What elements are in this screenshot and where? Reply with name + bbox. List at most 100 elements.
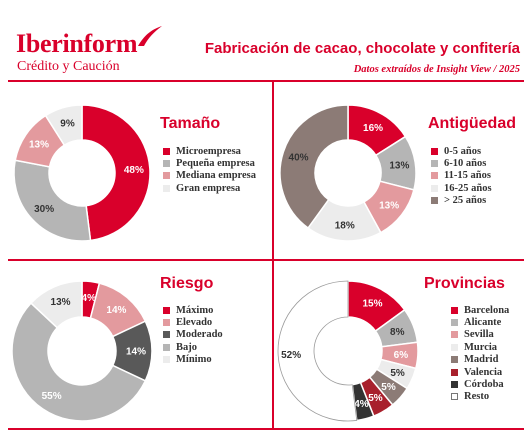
legend-label: Mínimo xyxy=(176,354,212,366)
legend-label: Córdoba xyxy=(464,379,504,391)
legend-item-provincias-resto: Resto xyxy=(451,391,509,403)
slice-label-provincias-madrid: 5% xyxy=(381,382,396,393)
slice-antiguedad-25-anos xyxy=(279,104,349,230)
legend-label: Valencia xyxy=(464,366,503,378)
legend-item-tamano-pequena-empresa: Pequeña empresa xyxy=(163,157,256,169)
slice-label-provincias-cordoba: 4% xyxy=(354,399,369,410)
legend-swatch xyxy=(163,343,170,351)
chart-riesgo: 4% 14% 14% 55% 13% xyxy=(11,280,153,422)
brand-subtitle: Crédito y Caución xyxy=(17,59,120,74)
legend-swatch xyxy=(451,393,458,401)
slice-label-provincias-valencia: 5% xyxy=(368,393,383,404)
legend-swatch xyxy=(163,319,170,327)
header: Iberinform Crédito y Caución Fabricación… xyxy=(0,0,532,84)
slice-provincias-resto xyxy=(277,280,358,422)
legend-item-antiguedad-0-5-anos: 0-5 años xyxy=(431,145,492,157)
divider-top xyxy=(8,80,524,82)
legend-label: 6-10 años xyxy=(444,158,487,170)
legend-item-provincias-barcelona: Barcelona xyxy=(451,304,509,316)
chart-tamano: 48% 30% 13% 9% xyxy=(13,104,151,242)
slice-label-riesgo-minimo: 13% xyxy=(51,297,71,308)
slice-label-tamano-microempresa: 48% xyxy=(124,165,144,176)
legend-swatch xyxy=(451,319,458,327)
legend-label: Pequeña empresa xyxy=(176,158,255,170)
legend-label: Resto xyxy=(464,391,490,403)
legend-label: Barcelona xyxy=(464,304,510,316)
slice-label-antiguedad-6-10-anos: 13% xyxy=(389,160,409,171)
chart-provincias: 15%8%6%5%5%5%4%52% xyxy=(277,280,419,422)
page-title: Fabricación de cacao, chocolate y confit… xyxy=(204,40,520,57)
legend-swatch xyxy=(451,356,458,364)
legend-label: Madrid xyxy=(464,354,499,366)
slice-label-tamano-gran-empresa: 9% xyxy=(60,119,75,130)
legend-swatch xyxy=(163,306,170,314)
legend-item-provincias-murcia: Murcia xyxy=(451,341,509,353)
legend-item-antiguedad-11-15-anos: 11-15 años xyxy=(431,170,492,182)
legend-label: Elevado xyxy=(176,317,213,329)
panel-riesgo: 4% 14% 14% 55% 13% Riesgo Máximo Elevado Moder… xyxy=(0,261,272,428)
legend-item-provincias-valencia: Valencia xyxy=(451,366,509,378)
slice-label-provincias-resto: 52% xyxy=(281,350,301,361)
legend-swatch xyxy=(163,184,170,192)
legend-item-tamano-mediana-empresa: Mediana empresa xyxy=(163,170,256,182)
legend-provincias: Barcelona Alicante Sevilla Murcia Madrid Vale… xyxy=(451,304,509,403)
legend-item-provincias-madrid: Madrid xyxy=(451,354,509,366)
slice-label-provincias-barcelona: 15% xyxy=(363,298,383,309)
legend-item-tamano-gran-empresa: Gran empresa xyxy=(163,182,256,194)
legend-label: Moderado xyxy=(176,329,223,341)
legend-item-antiguedad-6-10-anos: 6-10 años xyxy=(431,157,492,169)
legend-swatch xyxy=(451,331,458,339)
legend-label: Gran empresa xyxy=(176,182,241,194)
legend-label: 0-5 años xyxy=(444,145,482,157)
legend-label: Máximo xyxy=(176,304,214,316)
legend-item-provincias-alicante: Alicante xyxy=(451,316,509,328)
slice-tamano-pequena-empresa xyxy=(13,159,92,242)
legend-swatch xyxy=(451,381,458,389)
legend-label: Microempresa xyxy=(176,145,241,157)
slice-label-antiguedad-0-5-anos: 16% xyxy=(363,123,383,134)
slice-riesgo-minimo xyxy=(29,280,83,329)
slice-label-antiguedad-25-anos: 40% xyxy=(289,152,309,163)
legend-item-riesgo-maximo: Máximo xyxy=(163,304,223,316)
slice-label-tamano-pequena-empresa: 30% xyxy=(34,204,54,215)
legend-swatch xyxy=(163,147,170,155)
legend-label: Murcia xyxy=(464,341,498,353)
panel-antiguedad: 16% 13% 13% 18% 40% Antigüedad 0-5 años 6-10 … xyxy=(274,82,532,259)
legend-swatch xyxy=(431,197,438,205)
divider-middle xyxy=(8,259,524,261)
legend-swatch xyxy=(431,184,438,192)
legend-item-tamano-microempresa: Microempresa xyxy=(163,145,256,157)
slice-label-provincias-sevilla: 6% xyxy=(394,350,409,361)
legend-antiguedad: 0-5 años 6-10 años 11-15 años 16-25 años > 2… xyxy=(431,145,492,207)
legend-item-provincias-sevilla: Sevilla xyxy=(451,329,509,341)
legend-swatch xyxy=(163,172,170,180)
legend-item-provincias-cordoba: Córdoba xyxy=(451,378,509,390)
logo-swoosh-icon xyxy=(138,26,162,46)
legend-item-antiguedad-25-anos: > 25 años xyxy=(431,195,492,207)
legend-swatch xyxy=(431,172,438,180)
legend-swatch xyxy=(451,343,458,351)
chart-title-tamano: Tamaño xyxy=(160,115,221,132)
brand-logo: Iberinform xyxy=(16,29,138,58)
slice-label-riesgo-elevado: 14% xyxy=(106,305,126,316)
slice-label-riesgo-maximo: 4% xyxy=(82,293,97,304)
slice-tamano-gran-empresa xyxy=(44,104,83,147)
legend-item-riesgo-moderado: Moderado xyxy=(163,329,223,341)
legend-label: Bajo xyxy=(176,341,197,353)
chart-title-provincias: Provincias xyxy=(424,275,505,292)
legend-swatch xyxy=(431,160,438,168)
slice-riesgo-bajo xyxy=(11,302,147,422)
legend-swatch xyxy=(163,356,170,364)
legend-swatch xyxy=(451,368,458,376)
legend-item-riesgo-elevado: Elevado xyxy=(163,316,223,328)
legend-swatch xyxy=(163,331,170,339)
panel-tamano: 48% 30% 13% 9% Tamaño Microempresa Pequeña e… xyxy=(0,82,272,259)
slice-label-provincias-murcia: 5% xyxy=(390,368,405,379)
legend-riesgo: Máximo Elevado Moderado Bajo Mínimo xyxy=(163,304,223,366)
legend-item-riesgo-bajo: Bajo xyxy=(163,341,223,353)
legend-swatch xyxy=(431,147,438,155)
legend-label: 11-15 años xyxy=(444,170,491,182)
panel-provincias: 15% 8% 6% 5% 5% 5% 4% 52% Provincias Barcelona A… xyxy=(274,261,532,428)
chart-antiguedad: 16% 13% 13% 18% 40% xyxy=(279,104,417,242)
slice-label-tamano-mediana-empresa: 13% xyxy=(29,139,49,150)
